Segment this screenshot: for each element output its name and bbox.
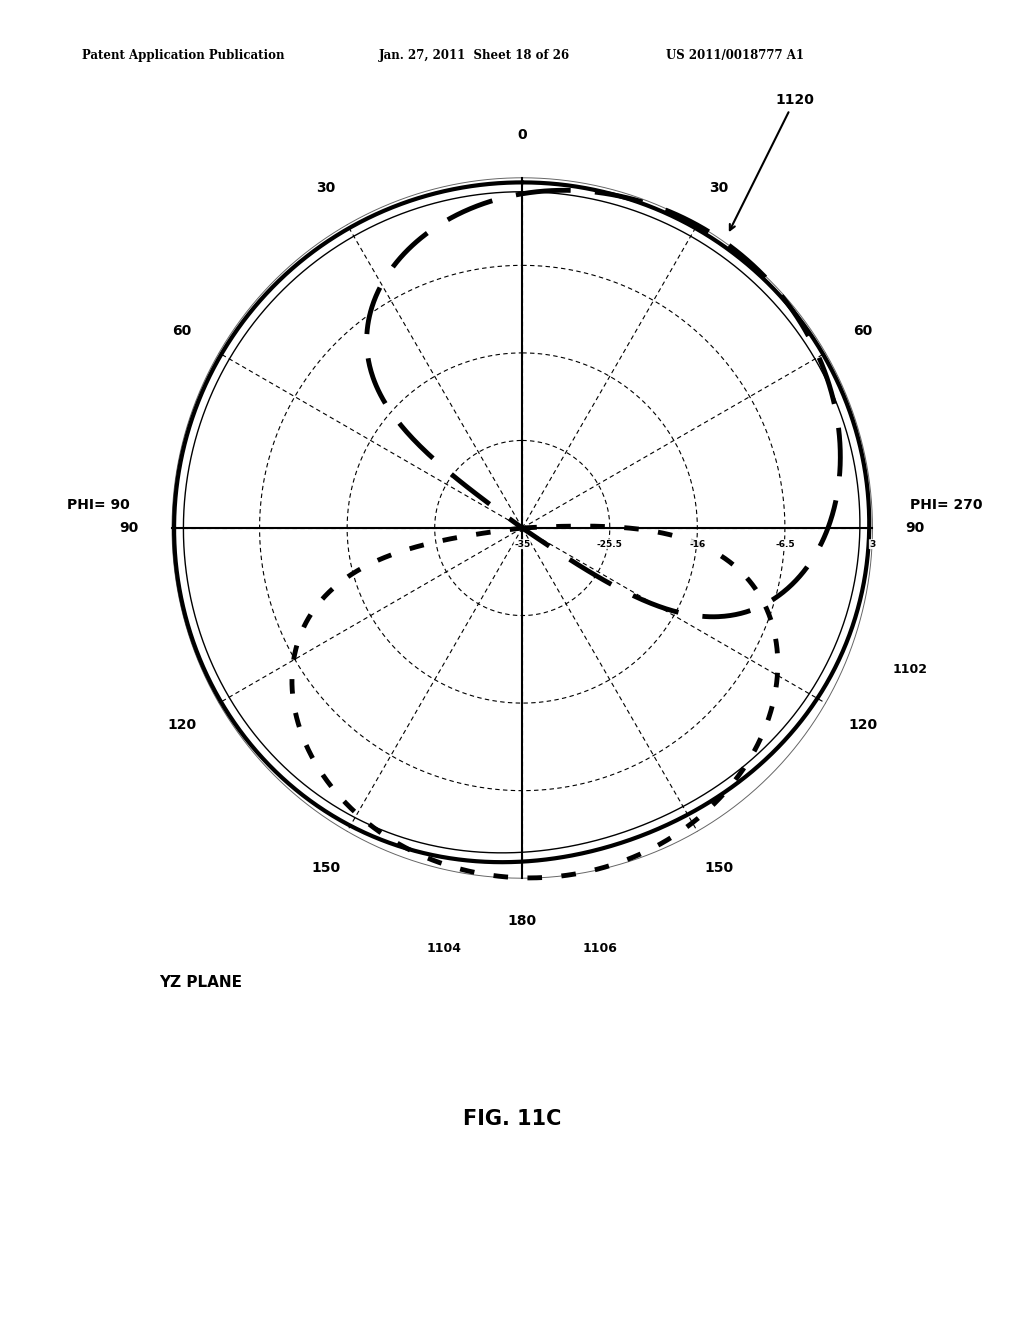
Text: 120: 120 (848, 718, 878, 731)
Text: 30: 30 (710, 181, 728, 194)
Text: 1120: 1120 (730, 92, 814, 230)
Text: -6.5: -6.5 (775, 540, 795, 549)
Text: PHI= 270: PHI= 270 (910, 498, 983, 512)
Text: 120: 120 (167, 718, 197, 731)
Text: PHI= 90: PHI= 90 (67, 498, 129, 512)
Text: 0: 0 (517, 128, 527, 143)
Text: 30: 30 (316, 181, 335, 194)
Text: 150: 150 (705, 862, 733, 875)
Text: 90: 90 (905, 521, 925, 535)
Text: US 2011/0018777 A1: US 2011/0018777 A1 (666, 49, 804, 62)
Text: 1104: 1104 (427, 941, 462, 954)
Text: 180: 180 (508, 913, 537, 928)
Text: 60: 60 (172, 325, 191, 338)
Text: -25.5: -25.5 (597, 540, 623, 549)
Text: Jan. 27, 2011  Sheet 18 of 26: Jan. 27, 2011 Sheet 18 of 26 (379, 49, 570, 62)
Text: 90: 90 (120, 521, 139, 535)
Text: Patent Application Publication: Patent Application Publication (82, 49, 285, 62)
Text: FIG. 11C: FIG. 11C (463, 1109, 561, 1129)
Text: 150: 150 (311, 862, 340, 875)
Text: 3: 3 (869, 540, 876, 549)
Text: 1106: 1106 (583, 941, 617, 954)
Text: 1102: 1102 (892, 663, 928, 676)
Text: -16: -16 (689, 540, 706, 549)
Text: 60: 60 (853, 325, 872, 338)
Text: -35: -35 (514, 540, 530, 549)
Text: YZ PLANE: YZ PLANE (159, 975, 242, 990)
